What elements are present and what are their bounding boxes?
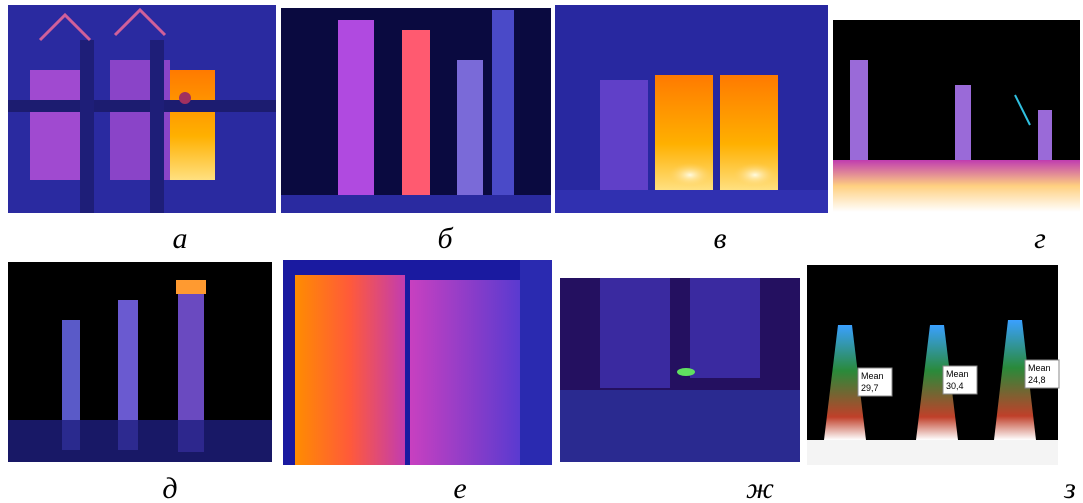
- panel-d: [8, 262, 272, 462]
- panel-v: [555, 5, 828, 213]
- measurement-label: Mean: [1028, 363, 1051, 373]
- panel-a: [8, 5, 276, 213]
- measurement-value: 30,4: [946, 381, 964, 391]
- figure: а б в г д е ж з Mean 29,7 Mean 30,4 Mean 24,8: [0, 0, 1083, 503]
- caption: а: [173, 222, 188, 255]
- caption: ж: [746, 472, 774, 503]
- panel-g: [833, 20, 1080, 212]
- caption: з: [1063, 472, 1076, 503]
- panel-e: [283, 260, 552, 465]
- measurement-label: Mean: [861, 371, 884, 381]
- measurement-value: 29,7: [861, 383, 879, 393]
- panel-b: [281, 8, 551, 213]
- panel-zh: [560, 278, 800, 462]
- caption: д: [162, 472, 177, 503]
- caption: г: [1034, 222, 1046, 255]
- caption: в: [713, 222, 726, 255]
- caption: б: [437, 222, 453, 255]
- panel-z: [807, 265, 1058, 465]
- measurement-label: Mean: [946, 369, 969, 379]
- measurement-value: 24,8: [1028, 375, 1046, 385]
- caption: е: [453, 472, 466, 503]
